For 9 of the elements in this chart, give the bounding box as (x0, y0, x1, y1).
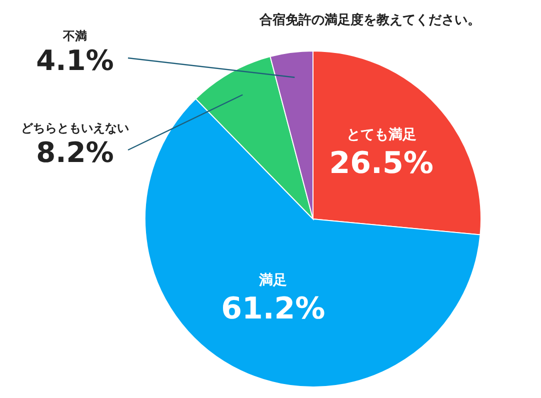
slice-label: とても満足 (346, 126, 416, 143)
chart-title: 合宿免許の満足度を教えてください。 (258, 12, 480, 28)
data-label: 4.1% (36, 44, 114, 77)
slice-label: 不満 (62, 29, 87, 43)
data-label: 61.2% (221, 291, 326, 326)
slice-label: どちらともいえない (21, 121, 129, 135)
slice-label: 満足 (258, 272, 288, 288)
data-label: 26.5% (329, 146, 434, 181)
data-label: 8.2% (36, 136, 114, 169)
